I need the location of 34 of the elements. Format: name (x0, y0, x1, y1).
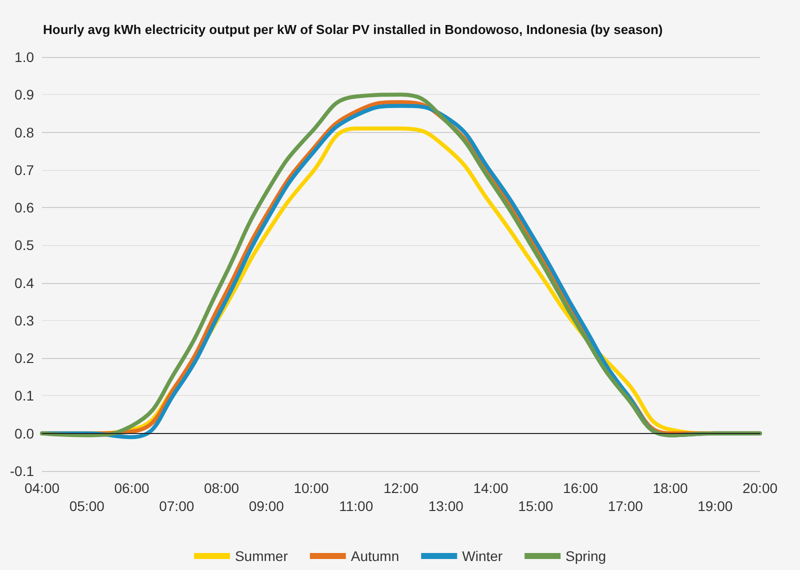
x-tick-label: 11:00 (339, 498, 374, 514)
y-tick-label: 0.9 (14, 86, 34, 103)
x-tick-label: 05:00 (69, 498, 105, 514)
y-tick-label: 1.0 (14, 49, 34, 65)
x-tick-label: 17:00 (608, 498, 644, 514)
y-tick-label: 0.1 (14, 388, 34, 404)
x-tick-label: 10:00 (294, 480, 329, 496)
x-tick-label: 14:00 (473, 480, 508, 496)
x-tick-label: 19:00 (698, 498, 733, 514)
x-tick-label: 20:00 (742, 480, 778, 496)
y-tick-label: 0.8 (14, 124, 34, 140)
x-tick-label: 04:00 (24, 480, 60, 496)
x-tick-label: 18:00 (652, 480, 688, 496)
legend-label: Spring (566, 548, 606, 564)
y-tick-label: 0.4 (14, 274, 34, 291)
y-tick-label: 0.0 (14, 425, 34, 442)
x-tick-label: 07:00 (159, 498, 194, 514)
x-tick-label: 16:00 (562, 480, 598, 496)
legend-label: Summer (234, 548, 288, 564)
x-tick-label: 15:00 (518, 498, 554, 514)
y-tick-label: 0.5 (14, 237, 34, 254)
y-tick-label: -0.1 (10, 463, 34, 479)
y-tick-label: 0.7 (14, 162, 34, 178)
x-tick-label: 08:00 (204, 480, 240, 496)
chart-title: Hourly avg kWh electricity output per kW of Solar PV installed in Bondowoso, Indonesia (by season) (43, 22, 663, 37)
y-tick-label: 0.3 (14, 312, 34, 328)
x-tick-label: 09:00 (248, 498, 284, 514)
x-tick-label: 13:00 (428, 498, 464, 514)
y-tick-label: 0.6 (14, 200, 34, 216)
legend-label: Autumn (350, 548, 400, 564)
x-tick-label: 06:00 (114, 480, 150, 496)
legend-label: Winter (462, 548, 503, 564)
x-tick-label: 12:00 (383, 480, 419, 496)
y-tick-label: 0.2 (14, 350, 34, 366)
